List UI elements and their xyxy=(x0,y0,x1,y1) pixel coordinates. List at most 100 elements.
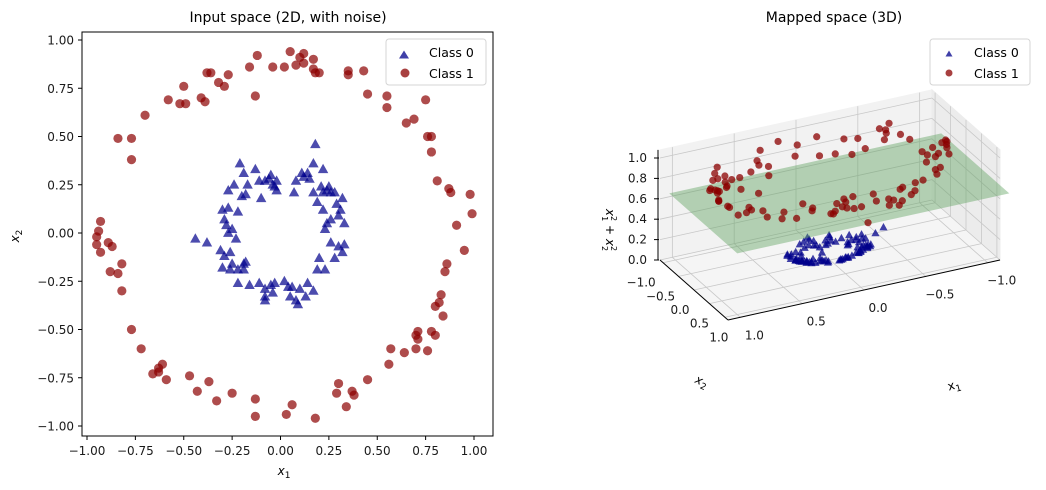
x-tick-label: −0.75 xyxy=(117,444,154,458)
3d-class1-point xyxy=(713,163,721,171)
right-legend: Class 0 Class 1 xyxy=(929,38,1031,86)
3d-class1-point xyxy=(706,186,714,195)
class1-point xyxy=(285,46,295,57)
3d-class1-point xyxy=(936,163,944,171)
class0-point xyxy=(224,246,236,257)
x-tick-label: 0.75 xyxy=(412,444,439,458)
y-tick-label: −1.00 xyxy=(37,420,74,434)
class1-point xyxy=(382,102,392,113)
class0-point xyxy=(215,244,226,255)
class1-point xyxy=(411,344,421,354)
3d-class1-points xyxy=(706,119,953,227)
3d-class0-point xyxy=(816,257,825,265)
class1-point xyxy=(409,114,419,124)
class1-point xyxy=(161,375,171,385)
y-tick-label: 1.00 xyxy=(47,34,74,48)
3d-class0-point xyxy=(804,240,813,249)
3d-class0-point xyxy=(859,240,868,249)
class0-point xyxy=(329,186,340,197)
x1-tick-label: 0.5 xyxy=(807,315,826,329)
class0-point xyxy=(234,158,246,168)
class1-point xyxy=(413,334,423,344)
class0-point xyxy=(250,163,261,174)
3d-class1-point xyxy=(840,195,848,203)
x2-tick-label: 0.0 xyxy=(670,303,689,317)
class1-point xyxy=(92,232,102,242)
3d-class1-point xyxy=(759,207,767,215)
3d-class1-point xyxy=(711,169,719,178)
3d-class0-point xyxy=(857,230,866,238)
3d-class1-point xyxy=(724,202,732,210)
class1-point xyxy=(426,131,437,142)
3d-class0-points xyxy=(783,223,888,267)
class0-point xyxy=(290,175,302,185)
3d-class0-point xyxy=(879,223,888,231)
3d-class1-point xyxy=(799,200,807,208)
class0-point xyxy=(317,163,329,174)
3d-class0-point xyxy=(792,254,801,262)
x1-tick-label: 1.0 xyxy=(745,328,764,342)
x1-tick-label: −0.5 xyxy=(925,287,954,301)
class0-point xyxy=(244,279,255,289)
class0-point xyxy=(339,217,350,228)
class1-point xyxy=(163,95,173,105)
class0-point xyxy=(190,233,201,243)
3d-class1-point xyxy=(929,143,937,152)
axis-line xyxy=(727,259,1001,321)
class1-point xyxy=(223,70,233,80)
3d-class0-point xyxy=(845,230,854,239)
class0-point xyxy=(337,246,348,257)
class0-point xyxy=(263,173,275,183)
class1-point xyxy=(92,239,102,250)
x1-tick-label: −1.0 xyxy=(987,274,1016,288)
legend-triangle-icon xyxy=(399,50,409,59)
class0-point xyxy=(253,277,265,288)
class1-point xyxy=(244,62,255,72)
left-plot-title: Input space (2D, with noise) xyxy=(189,10,386,26)
class1-point xyxy=(117,259,127,269)
3d-class1-point xyxy=(919,176,927,184)
class1-point xyxy=(438,311,448,321)
class1-point xyxy=(291,60,301,70)
3d-class1-point xyxy=(764,162,773,171)
legend-triangle-icon xyxy=(945,50,953,57)
class0-point xyxy=(269,277,280,288)
class0-point xyxy=(255,192,267,203)
class0-point xyxy=(238,258,249,268)
3d-class1-point xyxy=(850,204,858,213)
class0-point xyxy=(337,192,348,203)
class0-point xyxy=(308,186,319,197)
class1-point xyxy=(384,359,394,369)
x-tick-label: 0.25 xyxy=(316,444,343,458)
class0-point xyxy=(219,250,230,261)
x-tick-label: 1.00 xyxy=(461,444,488,458)
class0-point xyxy=(269,181,280,191)
class1-point xyxy=(332,388,342,398)
x2-tick-label: 0.5 xyxy=(690,317,709,331)
class1-point xyxy=(192,386,202,396)
input-space-plot: Input space (2D, with noise) −1.00 −0.75−… xyxy=(8,10,494,481)
3d-class0-point xyxy=(803,233,812,241)
3d-class0-point xyxy=(837,255,846,263)
class0-point xyxy=(292,298,304,309)
class0-point xyxy=(317,204,329,214)
class1-point xyxy=(179,81,189,91)
3d-class0-point xyxy=(823,258,832,266)
3d-class1-point xyxy=(737,185,745,193)
3d-class1-point xyxy=(896,185,904,193)
3d-class1-point xyxy=(813,133,821,141)
class1-point xyxy=(212,396,222,406)
gridline xyxy=(672,256,741,318)
class1-point xyxy=(200,97,210,107)
class0-point xyxy=(302,277,313,288)
class0-point xyxy=(223,202,234,212)
class1-point xyxy=(310,413,320,423)
3d-class1-point xyxy=(895,201,903,209)
class0-point xyxy=(325,237,337,247)
3d-class0-point xyxy=(843,237,852,246)
class1-point xyxy=(349,390,359,400)
class0-point xyxy=(333,210,344,220)
3d-class1-point xyxy=(911,179,919,187)
z-tick-label: 0.8 xyxy=(628,171,647,185)
3d-class1-point xyxy=(742,209,751,217)
